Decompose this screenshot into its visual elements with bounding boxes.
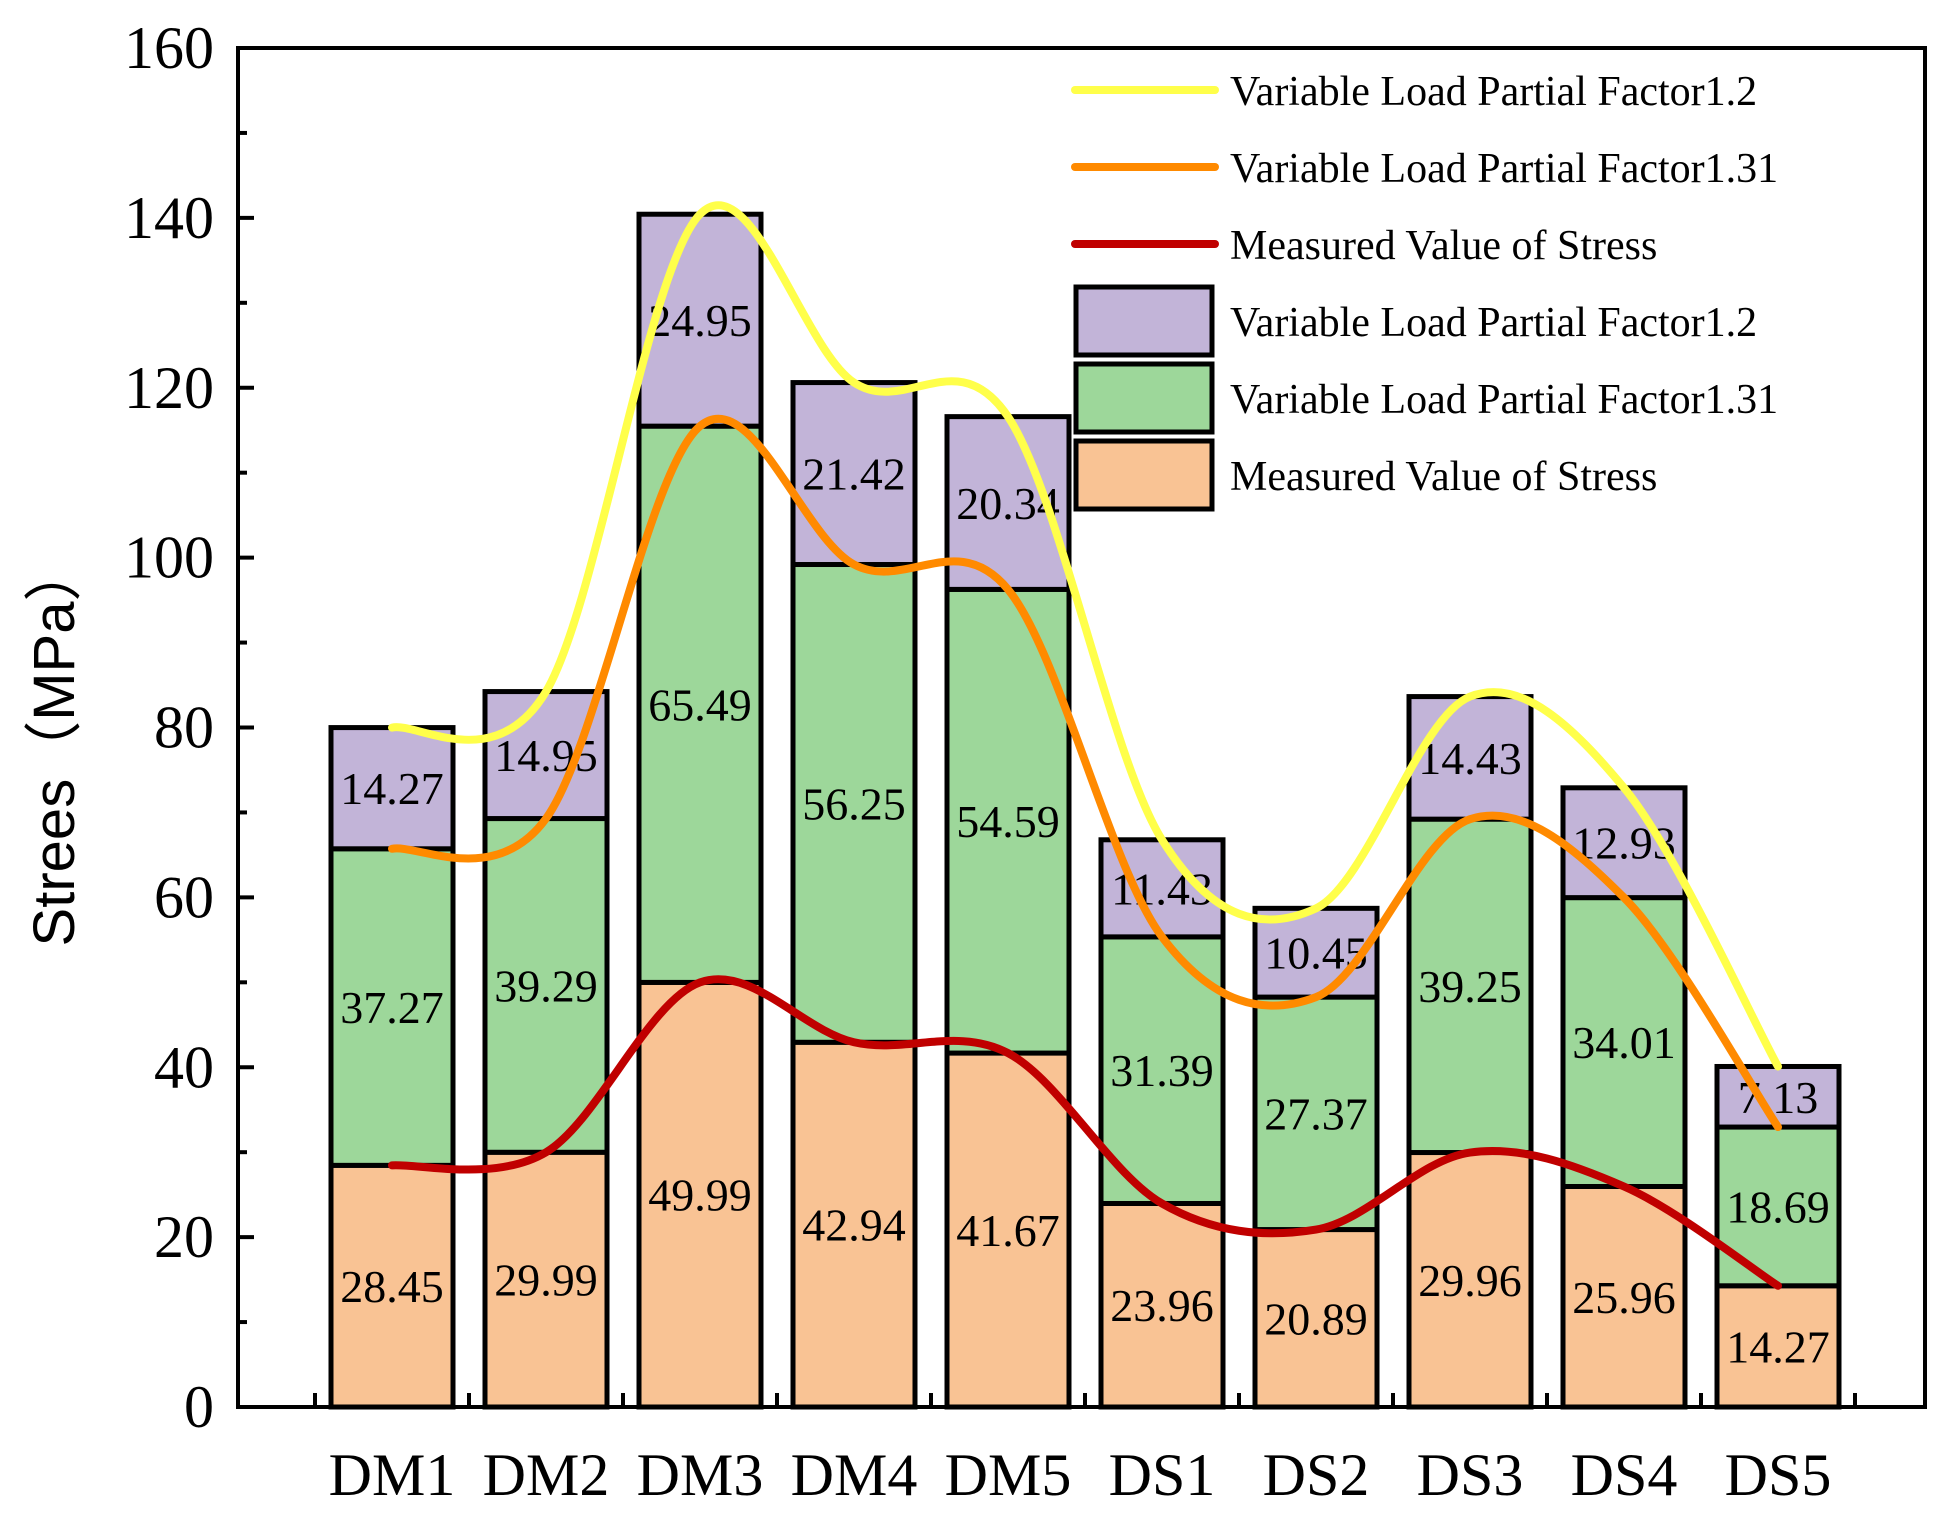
legend-label: Variable Load Partial Factor1.31: [1230, 377, 1778, 423]
x-category-label: DM1: [329, 1442, 456, 1508]
legend-label: Variable Load Partial Factor1.2: [1230, 69, 1757, 115]
series-lines: [388, 201, 1782, 1290]
bar-value-label: 56.25: [802, 778, 906, 829]
x-category-label: DM2: [483, 1442, 610, 1508]
bar-segment: [1560, 1184, 1688, 1410]
x-category-label: DM4: [791, 1442, 918, 1508]
bar-value-label: 28.45: [340, 1261, 444, 1312]
bar-segment: [1252, 1227, 1380, 1410]
x-category-label: DS2: [1263, 1442, 1370, 1508]
bar-value-label: 65.49: [648, 679, 752, 730]
bar-value-label: 29.96: [1418, 1255, 1522, 1306]
legend-label: Measured Value of Stress: [1230, 223, 1657, 269]
bar-value-label: 29.99: [494, 1255, 598, 1306]
y-tick-label: 80: [154, 695, 214, 761]
axes-labels: 0 20 40 60 80 100 120 140 160 DM1 DM2 DM3 DM4 DM5 DS1 D…: [124, 15, 1831, 1508]
x-category-label: DS4: [1571, 1442, 1678, 1508]
bar-value-label: 14.27: [340, 763, 444, 814]
series-line: [388, 414, 1782, 1132]
series-line: [388, 975, 1782, 1290]
y-tick-label: 120: [124, 355, 214, 421]
y-tick-label: 140: [124, 185, 214, 251]
legend-label: Variable Load Partial Factor1.31: [1230, 146, 1778, 192]
bar-segment: [636, 211, 764, 429]
bar-segment: [1252, 994, 1380, 1233]
x-category-label: DS3: [1417, 1442, 1524, 1508]
legend-label: Variable Load Partial Factor1.2: [1230, 300, 1757, 346]
legend-label: Measured Value of Stress: [1230, 454, 1657, 500]
bar-value-label: 37.27: [340, 982, 444, 1033]
x-category-label: DM5: [945, 1442, 1072, 1508]
bar-segment: [790, 380, 918, 568]
legend: Variable Load Partial Factor1.2 Variable …: [1071, 69, 1778, 512]
legend-box-swatch: [1073, 284, 1215, 358]
bar-segment: [1098, 1200, 1226, 1410]
bar-value-label: 25.96: [1572, 1272, 1676, 1323]
bar-segment: [328, 1162, 456, 1410]
y-tick-label: 40: [154, 1034, 214, 1100]
y-tick-label: 100: [124, 525, 214, 591]
bar-segment: [636, 423, 764, 985]
bar-value-label: 42.94: [802, 1200, 906, 1251]
bar-value-label: 18.69: [1726, 1181, 1830, 1232]
y-tick-label: 20: [154, 1204, 214, 1270]
y-tick-label: 160: [124, 15, 214, 81]
plot-frame: [236, 46, 1927, 1409]
y-axis-title: Strees（MPa）: [22, 544, 87, 947]
bar-value-label: 39.29: [494, 960, 598, 1011]
bar-value-label: 23.96: [1110, 1280, 1214, 1331]
bar-value-label: 39.25: [1418, 961, 1522, 1012]
bar-value-label: 49.99: [648, 1170, 752, 1221]
bar-value-label: 54.59: [956, 796, 1060, 847]
bar-value-label: 34.01: [1572, 1017, 1676, 1068]
bar-value-label: 14.43: [1418, 733, 1522, 784]
bar-segment: [790, 562, 918, 1045]
bar-value-label: 20.89: [1264, 1293, 1368, 1344]
series-line: [388, 201, 1782, 1071]
x-category-label: DS5: [1725, 1442, 1832, 1508]
legend-box-swatch: [1073, 438, 1215, 512]
bar-value-label: 31.39: [1110, 1045, 1214, 1096]
bar-value-label: 21.42: [802, 449, 906, 500]
x-category-label: DM3: [637, 1442, 764, 1508]
legend-box-swatch: [1073, 361, 1215, 435]
bar-value-label: 24.95: [648, 295, 752, 346]
bar-segment: [636, 979, 764, 1410]
bar-value-label: 14.27: [1726, 1321, 1830, 1372]
bar-segment: [482, 816, 610, 1155]
bar-value-label: 27.37: [1264, 1088, 1368, 1139]
x-category-label: DS1: [1109, 1442, 1216, 1508]
y-tick-label: 0: [184, 1374, 214, 1440]
bar-value-label: 41.67: [956, 1205, 1060, 1256]
data-labels: 28.4537.2714.2729.9939.2914.9549.9965.49…: [340, 295, 1830, 1372]
y-tick-label: 60: [154, 864, 214, 930]
bar-segment: [1406, 816, 1534, 1156]
